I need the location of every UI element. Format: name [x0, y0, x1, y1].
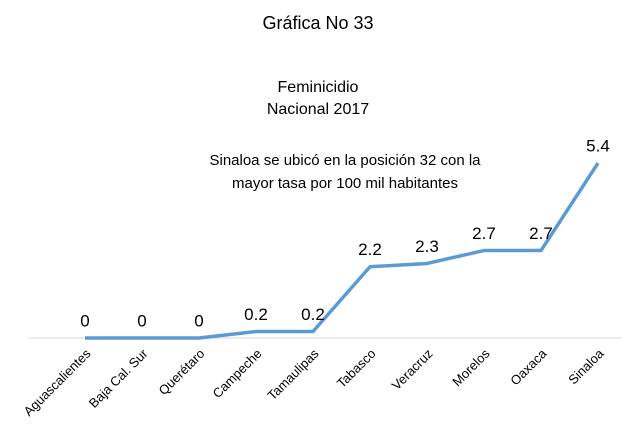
x-tick-label: Oaxaca	[507, 345, 550, 388]
x-tick-label: Veracruz	[389, 346, 436, 393]
data-label: 0	[137, 311, 146, 330]
data-label: 0.2	[244, 305, 268, 324]
data-label: 2.2	[358, 240, 382, 259]
x-tick-label: Aguascalientes	[21, 346, 94, 419]
chart-subtitle: Nacional 2017	[267, 101, 369, 118]
x-tick-label: Campeche	[209, 346, 264, 401]
data-label: 5.4	[586, 137, 610, 156]
data-label: 0	[80, 311, 89, 330]
x-tick-label: Querétaro	[156, 346, 208, 398]
x-tick-label: Tamaulipas	[264, 346, 321, 403]
data-line	[85, 162, 600, 340]
x-tick-label: Tabasco	[334, 346, 379, 391]
annotation: mayor tasa por 100 mil habitantes	[232, 175, 458, 192]
annotation: Sinaloa se ubicó en la posición 32 con l…	[209, 152, 481, 169]
data-label: 2.3	[415, 237, 439, 256]
x-tick-label: Morelos	[449, 346, 493, 390]
data-label: 0.2	[301, 305, 325, 324]
data-label: 2.7	[529, 224, 553, 243]
data-label: 0	[194, 311, 203, 330]
x-tick-label: Baja Cal. Sur	[86, 345, 151, 410]
x-tick-label: Sinaloa	[565, 345, 607, 387]
chart-title: Gráfica No 33	[262, 13, 373, 33]
chart-subtitle: Feminicidio	[278, 79, 359, 96]
data-label: 2.7	[472, 224, 496, 243]
